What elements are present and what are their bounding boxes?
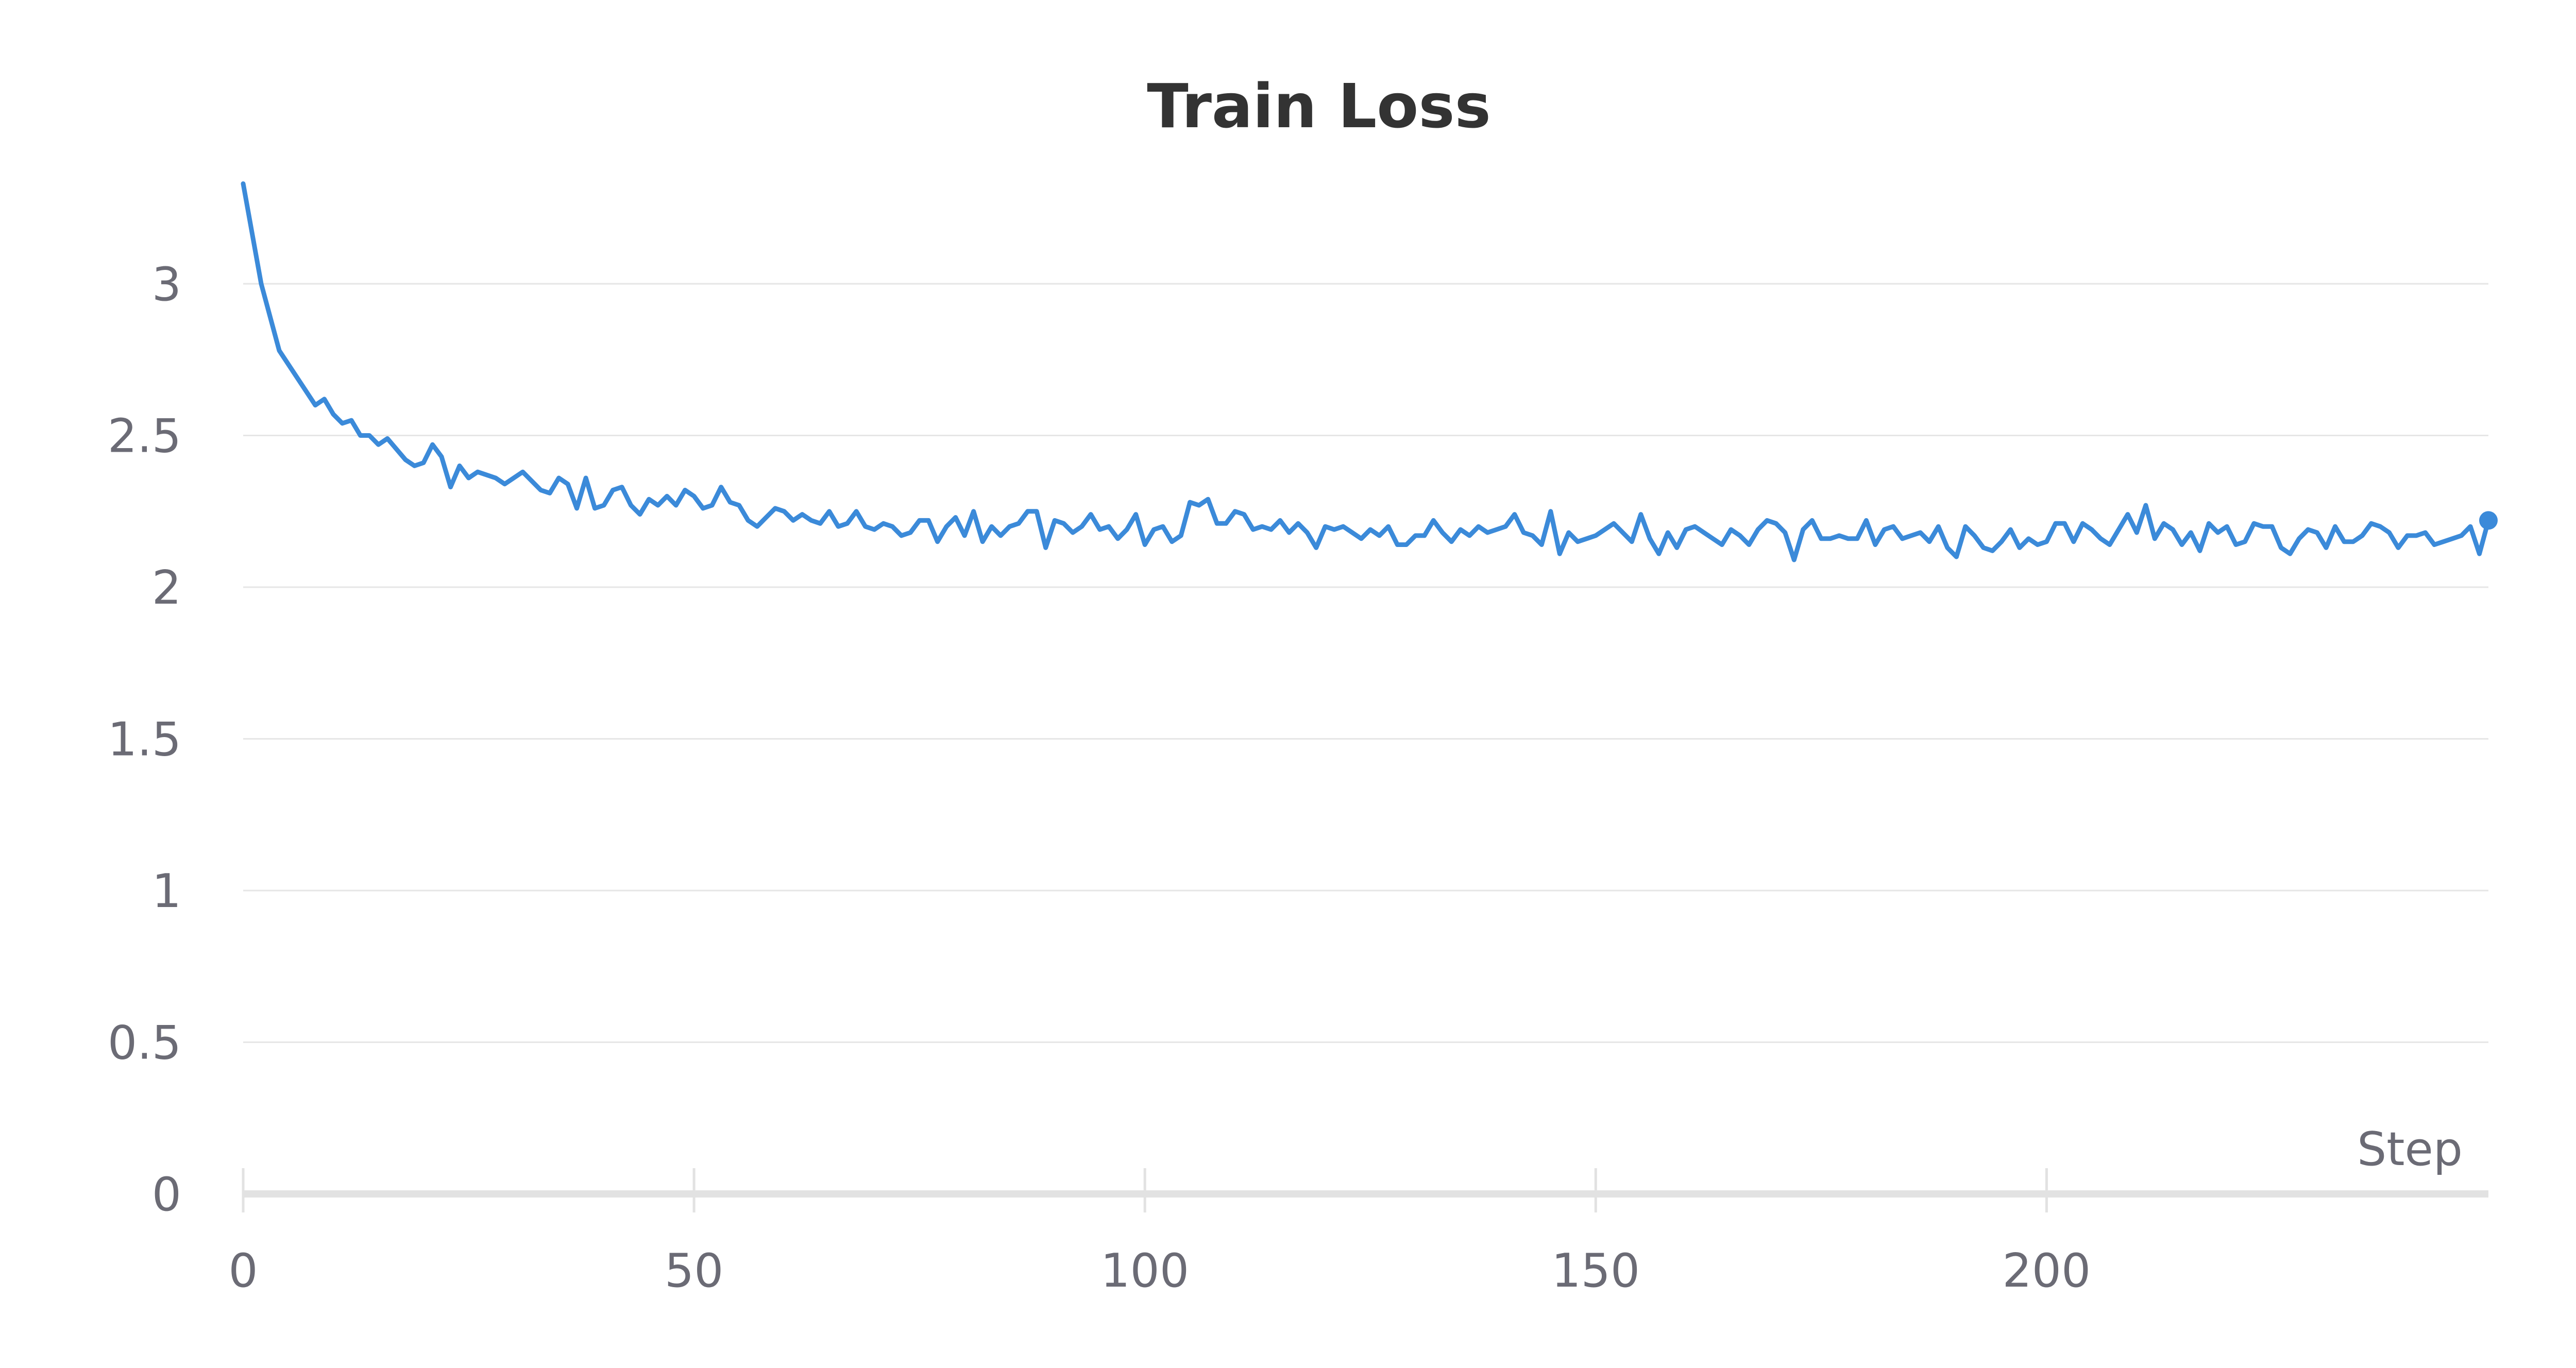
y-tick-label: 2.5: [108, 409, 181, 464]
y-tick-label: 0: [152, 1168, 181, 1222]
gridlines: [243, 283, 2488, 1043]
x-tick-label: 200: [2003, 1244, 2091, 1298]
y-tick-label: 1: [152, 864, 181, 918]
x-tick-label: 100: [1100, 1244, 1189, 1298]
series-layer: [241, 181, 2498, 562]
last-point-marker: [2479, 511, 2498, 530]
x-tick-label: 50: [665, 1244, 724, 1298]
x-tick-label: 0: [228, 1244, 258, 1298]
x-axis-label: Step: [2357, 1122, 2463, 1176]
series-line: [241, 181, 2491, 562]
y-tick-label: 1.5: [108, 713, 181, 767]
y-tick-label: 0.5: [108, 1016, 181, 1070]
axes: [242, 1168, 2488, 1212]
y-tick-label: 3: [152, 258, 181, 312]
tick-labels: 0 50 100 150 200 0 0.5 1 1.5 2 2.5 3: [108, 258, 2091, 1298]
x-tick-label: 150: [1551, 1244, 1640, 1298]
chart-title: Train Loss: [1147, 71, 1491, 142]
y-tick-label: 2: [152, 561, 181, 615]
